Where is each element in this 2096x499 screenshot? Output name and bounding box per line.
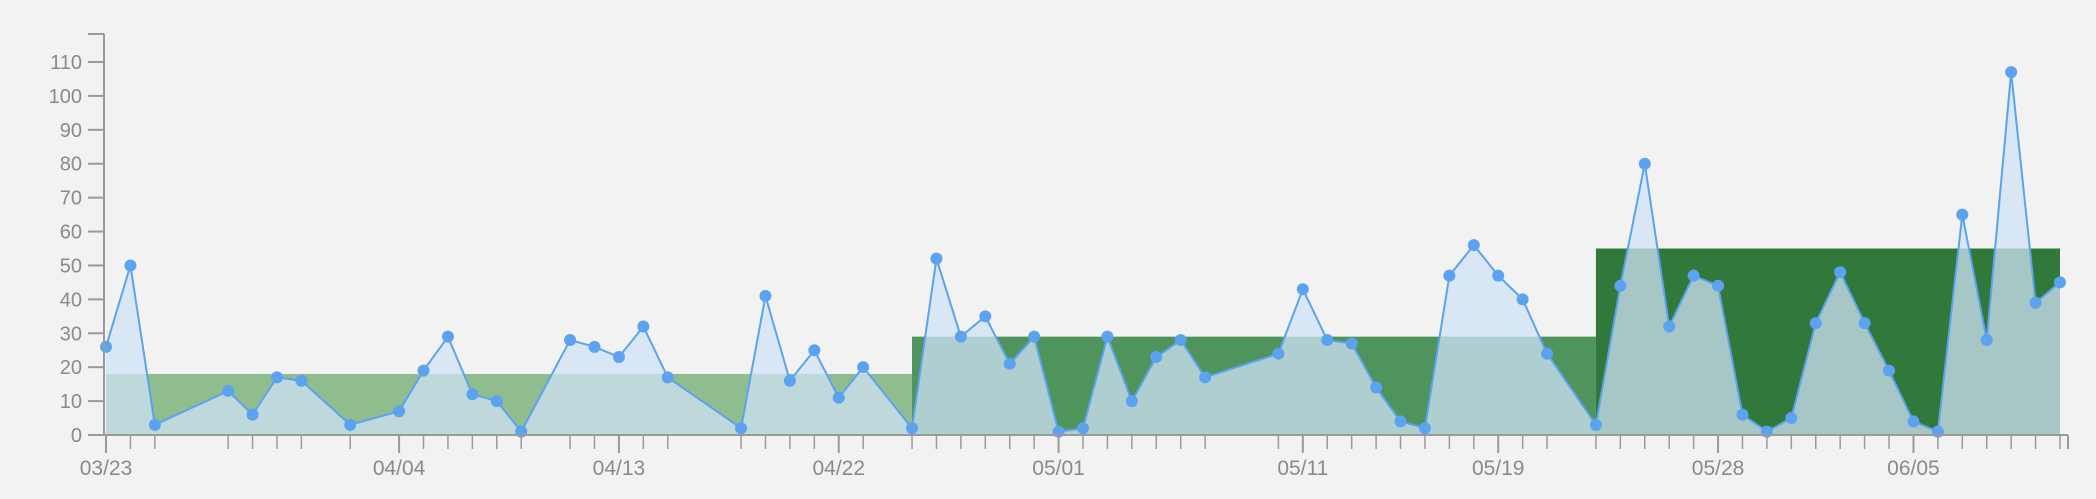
y-tick-label-60: 60 bbox=[60, 222, 82, 244]
data-point-7[interactable] bbox=[295, 374, 308, 387]
data-point-31[interactable] bbox=[1028, 330, 1041, 343]
data-point-12[interactable] bbox=[466, 388, 479, 401]
data-point-22[interactable] bbox=[783, 374, 796, 387]
data-point-21[interactable] bbox=[759, 289, 772, 302]
data-point-55[interactable] bbox=[1687, 269, 1700, 282]
y-tick-label-90: 90 bbox=[60, 120, 82, 142]
data-point-69[interactable] bbox=[2029, 296, 2042, 309]
data-point-48[interactable] bbox=[1492, 269, 1505, 282]
x-tick-label-03-23: 03/23 bbox=[80, 457, 133, 480]
area-layer bbox=[106, 72, 2060, 435]
data-point-1[interactable] bbox=[100, 340, 112, 353]
data-point-13[interactable] bbox=[490, 395, 503, 408]
x-tick-label-06-05: 06/05 bbox=[1887, 457, 1940, 480]
y-tick-label-70: 70 bbox=[60, 188, 82, 210]
data-point-41[interactable] bbox=[1321, 334, 1334, 347]
data-point-52[interactable] bbox=[1614, 279, 1627, 292]
data-point-8[interactable] bbox=[344, 418, 357, 431]
data-point-66[interactable] bbox=[1956, 208, 1969, 221]
data-point-34[interactable] bbox=[1101, 330, 1114, 343]
x-tick-label-04-13: 04/13 bbox=[593, 457, 646, 480]
data-point-42[interactable] bbox=[1345, 337, 1358, 350]
y-tick-label-0: 0 bbox=[71, 425, 82, 447]
data-point-19[interactable] bbox=[661, 371, 674, 384]
data-point-39[interactable] bbox=[1272, 347, 1285, 360]
data-point-54[interactable] bbox=[1663, 320, 1676, 333]
points-layer bbox=[100, 66, 2066, 438]
data-point-51[interactable] bbox=[1589, 418, 1602, 431]
y-tick-label-80: 80 bbox=[60, 154, 82, 176]
data-point-11[interactable] bbox=[441, 330, 454, 343]
data-point-23[interactable] bbox=[808, 344, 821, 357]
x-tick-label-04-22: 04/22 bbox=[812, 457, 865, 480]
data-point-59[interactable] bbox=[1785, 412, 1798, 425]
data-point-24[interactable] bbox=[832, 391, 845, 404]
data-point-56[interactable] bbox=[1712, 279, 1725, 292]
data-point-35[interactable] bbox=[1125, 395, 1138, 408]
data-point-57[interactable] bbox=[1736, 408, 1749, 421]
data-point-70[interactable] bbox=[2054, 276, 2066, 289]
data-point-28[interactable] bbox=[954, 330, 967, 343]
data-point-67[interactable] bbox=[1980, 334, 1993, 347]
y-tick-label-30: 30 bbox=[60, 323, 82, 345]
x-tick-label-05-01: 05/01 bbox=[1032, 457, 1085, 480]
x-tick-label-04-04: 04/04 bbox=[373, 457, 426, 480]
data-point-38[interactable] bbox=[1199, 371, 1212, 384]
data-point-15[interactable] bbox=[564, 334, 577, 347]
data-point-60[interactable] bbox=[1809, 317, 1822, 330]
data-point-30[interactable] bbox=[1003, 357, 1016, 370]
data-point-62[interactable] bbox=[1858, 317, 1871, 330]
data-point-37[interactable] bbox=[1174, 334, 1187, 347]
data-point-45[interactable] bbox=[1418, 422, 1431, 435]
series-area bbox=[106, 72, 2060, 435]
data-point-27[interactable] bbox=[930, 252, 943, 265]
x-tick-label-05-28: 05/28 bbox=[1692, 457, 1745, 480]
data-point-20[interactable] bbox=[735, 422, 748, 435]
y-tick-label-40: 40 bbox=[60, 289, 82, 311]
data-point-68[interactable] bbox=[2005, 66, 2018, 79]
data-point-46[interactable] bbox=[1443, 269, 1456, 282]
data-point-3[interactable] bbox=[148, 418, 161, 431]
data-point-4[interactable] bbox=[222, 384, 235, 397]
data-point-25[interactable] bbox=[857, 361, 870, 374]
data-point-49[interactable] bbox=[1516, 293, 1529, 306]
data-point-53[interactable] bbox=[1638, 157, 1651, 170]
data-point-5[interactable] bbox=[246, 408, 259, 421]
x-tick-label-05-11: 05/11 bbox=[1277, 457, 1328, 480]
y-tick-label-10: 10 bbox=[60, 391, 82, 413]
data-point-17[interactable] bbox=[612, 351, 625, 364]
data-point-43[interactable] bbox=[1370, 381, 1383, 394]
axes-layer: 0 10 20 30 40 50 60 70 80 90 100 110 03/23 04/04 04/13… bbox=[49, 33, 2069, 480]
x-tick-label-05-19: 05/19 bbox=[1472, 457, 1525, 480]
y-tick-label-110: 110 bbox=[50, 52, 82, 74]
data-point-6[interactable] bbox=[270, 371, 283, 384]
y-tick-label-50: 50 bbox=[60, 255, 82, 277]
data-point-40[interactable] bbox=[1296, 283, 1309, 296]
data-point-64[interactable] bbox=[1907, 415, 1920, 428]
data-point-18[interactable] bbox=[637, 320, 650, 333]
data-point-9[interactable] bbox=[393, 405, 406, 418]
data-point-16[interactable] bbox=[588, 340, 601, 353]
line-layer bbox=[105, 71, 2061, 433]
series-line bbox=[105, 71, 2061, 433]
data-point-10[interactable] bbox=[417, 364, 430, 377]
y-tick-label-100: 100 bbox=[49, 86, 82, 108]
data-point-36[interactable] bbox=[1150, 351, 1163, 364]
data-point-50[interactable] bbox=[1541, 347, 1554, 360]
y-tick-label-20: 20 bbox=[60, 357, 82, 379]
data-point-29[interactable] bbox=[979, 310, 992, 323]
data-point-61[interactable] bbox=[1834, 266, 1847, 279]
data-point-44[interactable] bbox=[1394, 415, 1407, 428]
data-point-63[interactable] bbox=[1883, 364, 1896, 377]
data-point-47[interactable] bbox=[1467, 239, 1480, 252]
data-point-2[interactable] bbox=[124, 259, 137, 272]
data-point-33[interactable] bbox=[1077, 422, 1089, 435]
data-point-26[interactable] bbox=[906, 422, 919, 435]
